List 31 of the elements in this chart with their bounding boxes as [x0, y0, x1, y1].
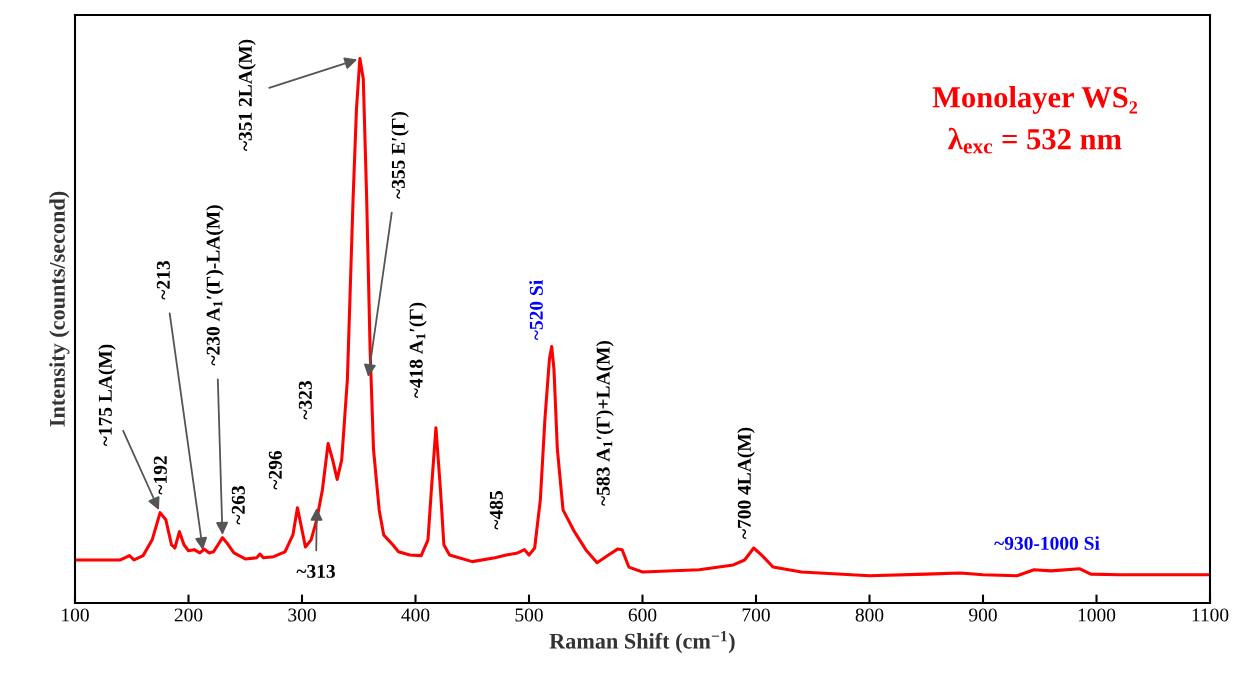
- x-tick-label: 1000: [1078, 608, 1116, 622]
- annotation: ~583 A$_{1}$′(Γ)+LA(M): [596, 341, 614, 506]
- annotation: ~230 A$_{1}$′(Γ)-LA(M): [206, 205, 224, 366]
- annotation: ~323: [298, 381, 312, 420]
- annotation: ~700 4LA(M): [737, 427, 755, 539]
- annotation: ~355 E′(Γ): [391, 111, 409, 199]
- annotation: ~351 2LA(M): [238, 39, 256, 151]
- annotation: Monolayer WS₂: [932, 86, 1138, 114]
- x-tick-label: 300: [288, 608, 316, 622]
- x-tick-label: 700: [742, 608, 770, 622]
- annotation: ~520 Si: [529, 280, 543, 341]
- x-tick-label: 500: [515, 608, 543, 622]
- x-tick-label: 100: [62, 608, 89, 622]
- x-tick-label: 800: [855, 608, 884, 622]
- annotation: ~930-1000 Si: [994, 536, 1100, 550]
- annotation: ~296: [268, 450, 282, 490]
- annotation: ~175 LA(M): [98, 344, 116, 447]
- x-tick-label: 900: [969, 608, 997, 622]
- x-tick-label: 400: [401, 608, 430, 622]
- annotation: λ$_{exc}$ = 532 nm: [948, 127, 1122, 154]
- annotation: ~485: [489, 491, 503, 530]
- annotation: ~418 A$_{1}$′(Γ): [409, 302, 427, 399]
- annotation: ~213: [156, 261, 170, 300]
- y-axis-title: Intensity (counts/second): [49, 191, 70, 427]
- annotation: ~313: [296, 564, 335, 578]
- x-tick-label: 600: [628, 608, 657, 622]
- x-axis-title: Raman Shift (cm$^{−1}$): [549, 631, 735, 654]
- x-tick-label: 200: [174, 608, 203, 622]
- annotation: ~263: [231, 486, 245, 525]
- annotation: ~192: [153, 456, 167, 495]
- x-tick-label: 1100: [1192, 608, 1229, 622]
